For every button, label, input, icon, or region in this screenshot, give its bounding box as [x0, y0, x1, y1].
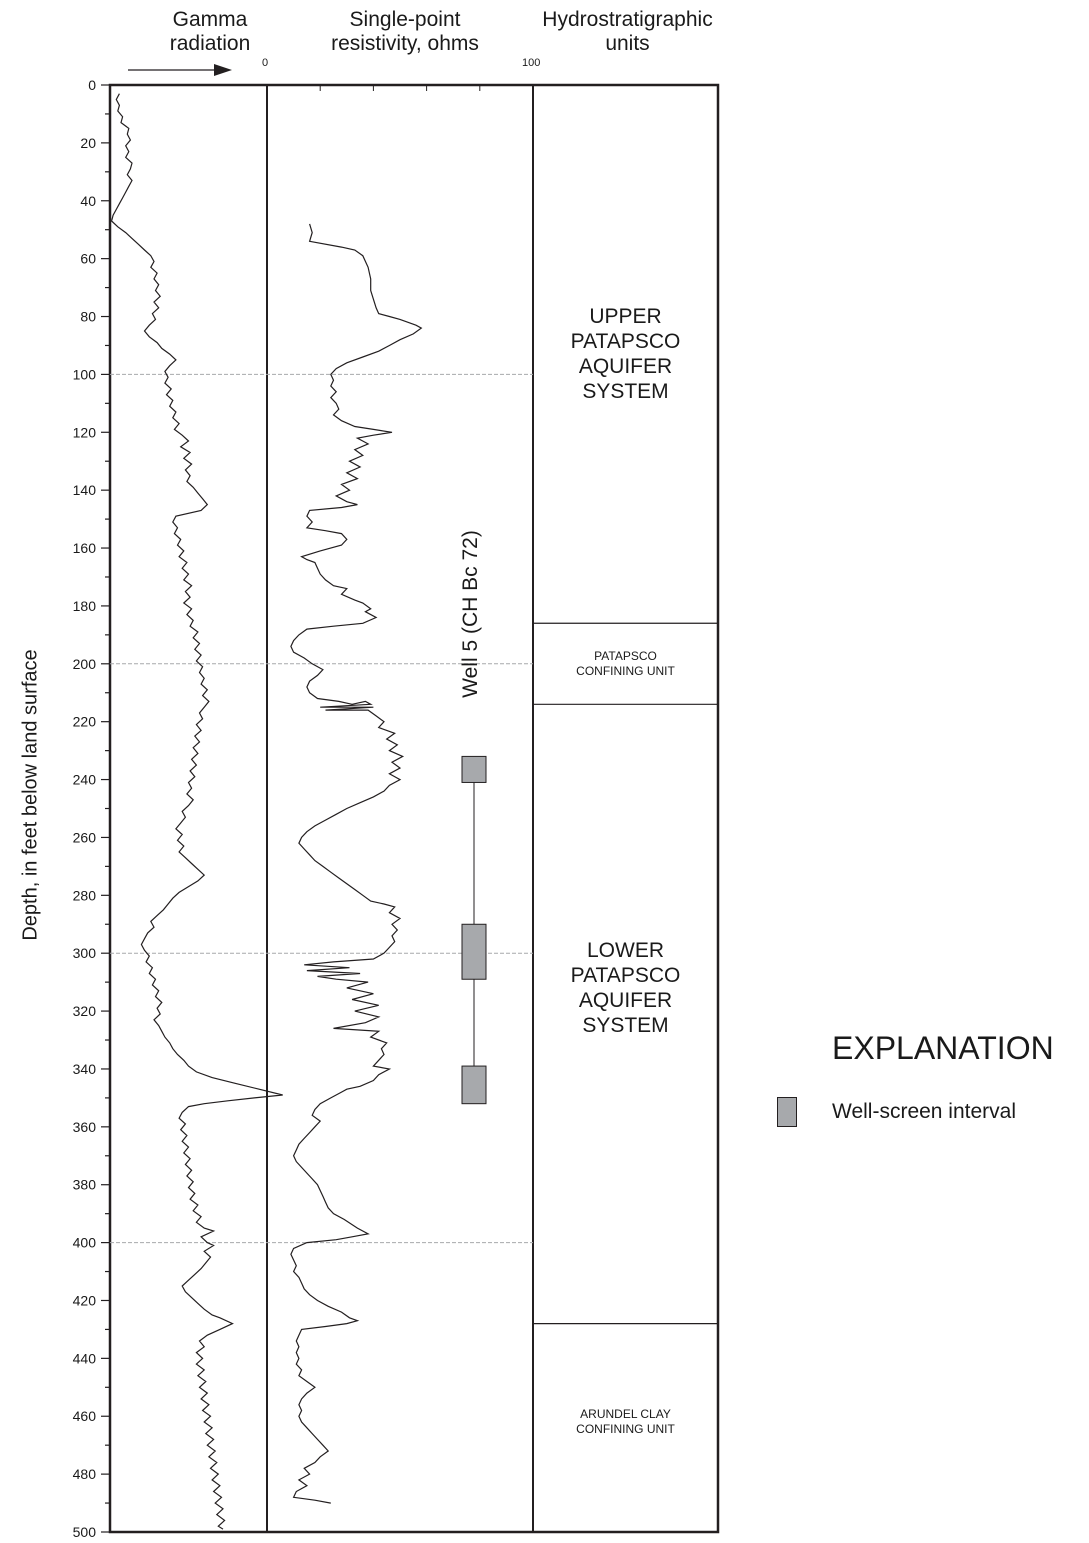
gamma-header-line-1: Gamma — [172, 8, 248, 31]
units-header: Hydrostratigraphic units — [525, 8, 730, 56]
resistivity-header-line-2: resistivity, ohms — [331, 32, 479, 55]
unit-label-line: PATAPSCO — [570, 330, 681, 354]
y-tick-label: 40 — [80, 193, 96, 209]
y-tick-label: 180 — [73, 598, 97, 614]
legend-swatch-well-screen — [777, 1097, 797, 1127]
resistivity-header: Single-point resistivity, ohms — [290, 8, 520, 56]
y-tick-label: 480 — [73, 1466, 97, 1482]
y-tick-label: 280 — [73, 887, 97, 903]
y-tick-label: 80 — [80, 309, 96, 325]
y-tick-label: 460 — [73, 1408, 97, 1424]
y-tick-label: 200 — [73, 656, 97, 672]
y-tick-label: 60 — [80, 251, 96, 267]
y-tick-label: 20 — [80, 135, 96, 151]
unit-label-line: SYSTEM — [582, 380, 669, 404]
unit-label-line: CONFINING UNIT — [576, 1422, 675, 1437]
unit-label-line: SYSTEM — [582, 1013, 669, 1037]
y-tick-label: 100 — [73, 366, 97, 382]
resistivity-log-line — [290, 223, 423, 1504]
gamma-arrow-head — [214, 64, 232, 76]
resistivity-header-line-1: Single-point — [349, 8, 461, 31]
well-label: Well 5 (CH Bc 72) — [459, 530, 482, 698]
legend-item-well-screen: Well-screen interval — [832, 1100, 1017, 1123]
resistivity-scale-min: 0 — [262, 57, 269, 69]
resistivity-scale-max: 100 — [522, 57, 541, 69]
plot-frame — [108, 83, 720, 1534]
y-tick-label: 260 — [73, 829, 97, 845]
gamma-header: Gamma radiation — [140, 8, 280, 56]
unit-label-line: PATAPSCO — [594, 648, 657, 663]
gamma-log-line — [110, 93, 283, 1530]
units-header-line-2: units — [605, 32, 650, 55]
y-tick-label: 360 — [73, 1119, 97, 1135]
unit-label-line: PATAPSCO — [570, 963, 681, 987]
y-tick-label: 140 — [73, 482, 97, 498]
y-tick-label: 220 — [73, 714, 97, 730]
units-header-line-1: Hydrostratigraphic — [542, 8, 713, 31]
unit-label-3: LOWER PATAPSCO AQUIFER SYSTEM — [571, 938, 681, 1038]
legend-title: EXPLANATION — [832, 1030, 1054, 1066]
unit-label-line: AQUIFER — [578, 988, 673, 1012]
unit-label-line: ARUNDEL CLAY — [580, 1407, 671, 1422]
y-tick-label: 380 — [73, 1177, 97, 1193]
well-screen-interval — [461, 755, 487, 783]
unit-label-1: UPPER PATAPSCO AQUIFER SYSTEM — [571, 304, 681, 404]
unit-label-line: AQUIFER — [578, 355, 673, 379]
gamma-header-line-2: radiation — [169, 32, 251, 55]
well-diagram — [461, 755, 487, 1105]
unit-label-line: UPPER — [589, 305, 662, 329]
y-tick-label: 500 — [73, 1524, 97, 1540]
y-tick-label: 420 — [73, 1292, 97, 1308]
unit-label-line: CONFINING UNIT — [576, 663, 675, 678]
y-tick-label: 320 — [73, 1003, 97, 1019]
y-tick-label: 300 — [73, 945, 97, 961]
y-tick-label: 240 — [73, 772, 97, 788]
well-screen-interval — [461, 923, 487, 980]
y-tick-label: 340 — [73, 1061, 97, 1077]
y-tick-label: 0 — [88, 77, 96, 93]
well-screen-interval — [461, 1065, 487, 1105]
y-tick-label: 160 — [73, 540, 97, 556]
unit-label-line: LOWER — [586, 938, 664, 962]
unit-label-4: ARUNDEL CLAY CONFINING UNIT — [576, 1407, 675, 1437]
unit-label-2: PATAPSCO CONFINING UNIT — [576, 649, 675, 679]
y-tick-label: 120 — [73, 424, 97, 440]
y-tick-label: 440 — [73, 1350, 97, 1366]
y-tick-label: 400 — [73, 1235, 97, 1251]
